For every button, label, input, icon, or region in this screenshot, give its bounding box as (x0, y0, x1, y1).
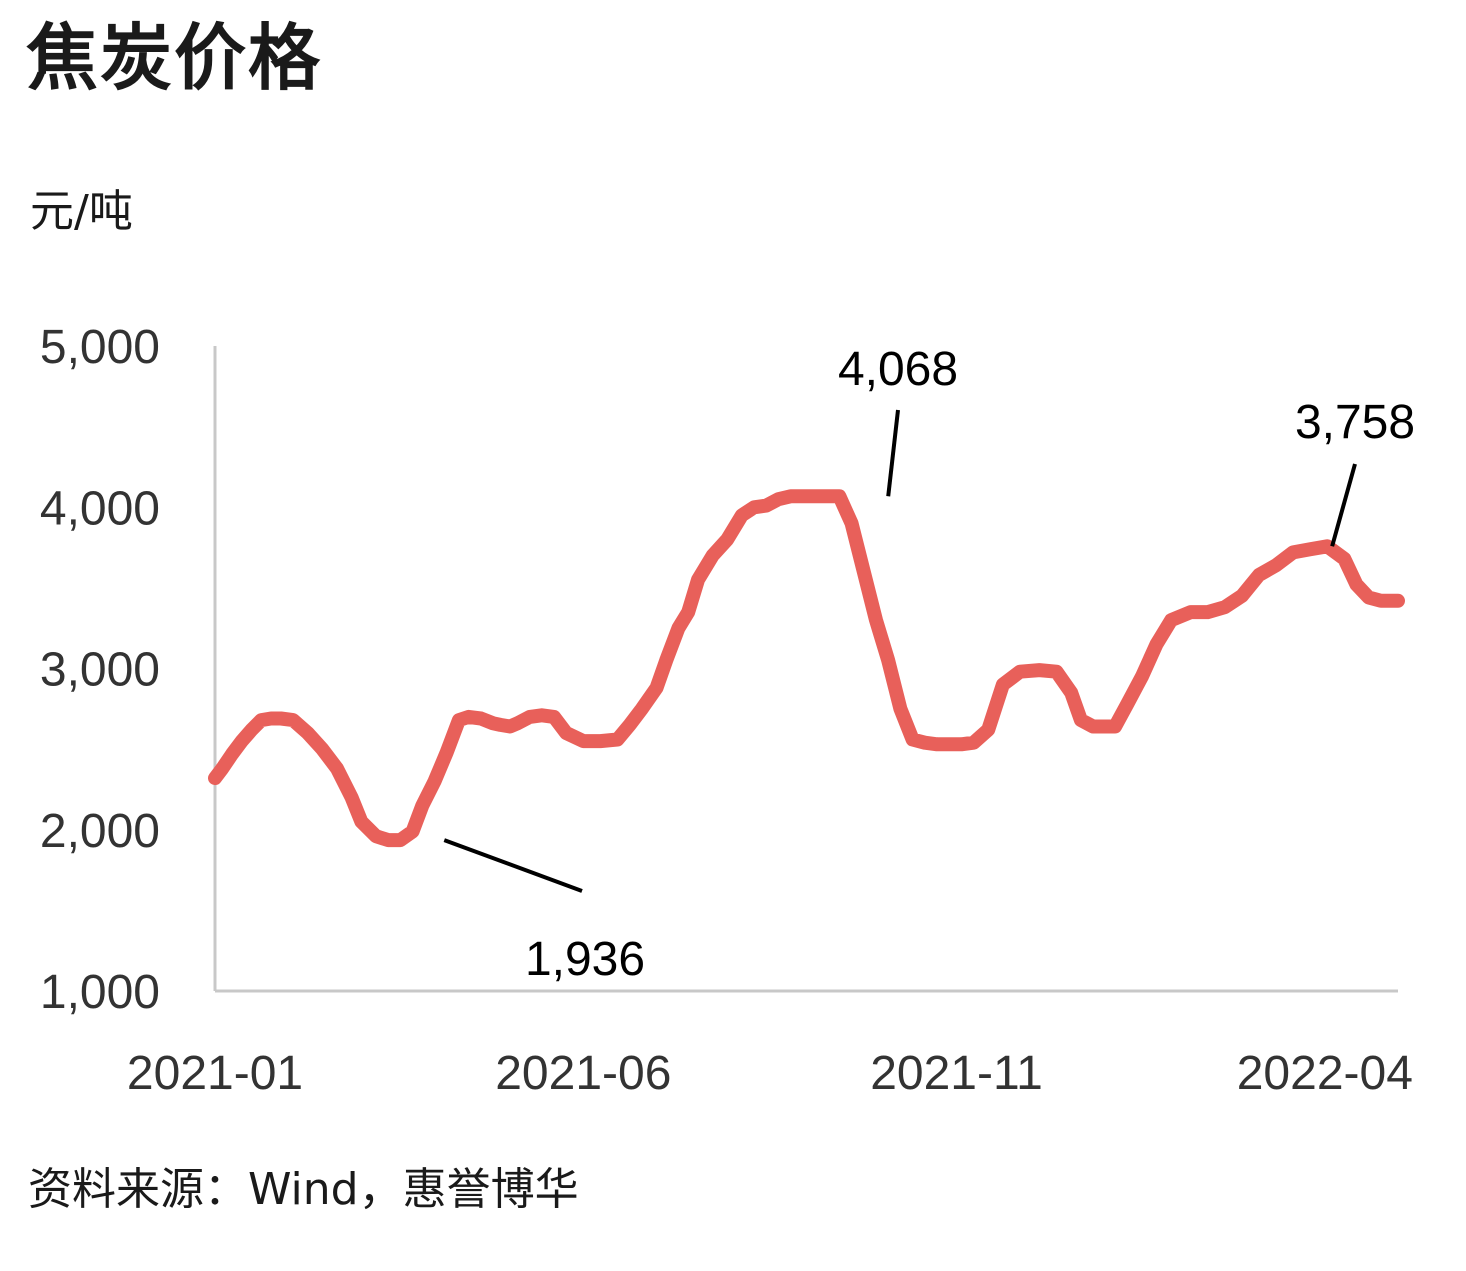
x-tick-label: 2021-11 (870, 1047, 1043, 1100)
y-axis-unit-label: 元/吨 (30, 186, 133, 237)
chart-axes (213, 346, 1398, 993)
x-tick-label: 2022-04 (1237, 1047, 1413, 1100)
annotations: 1,936 4,068 3,758 (443, 343, 1415, 986)
annotation-leader-line (886, 409, 900, 497)
series-line-coke-price (208, 489, 1405, 848)
x-tick-labels: 2021-01 2021-06 2021-11 2022-04 (127, 1047, 1413, 1100)
y-tick-labels: 1,000 2,000 3,000 4,000 5,000 (40, 321, 160, 1019)
y-tick-label: 3,000 (40, 644, 160, 697)
source-note: 资料来源：Wind，惠誉博华 (28, 1164, 579, 1215)
x-tick-label: 2021-01 (127, 1047, 303, 1100)
x-tick-label: 2021-06 (495, 1047, 671, 1100)
annotation-leader-line (1330, 463, 1357, 547)
annotation-label: 4,068 (838, 343, 958, 396)
annotation-label: 1,936 (525, 933, 645, 986)
y-tick-label: 5,000 (40, 321, 160, 374)
y-tick-label: 1,000 (40, 966, 160, 1019)
chart-title: 焦炭价格 (26, 15, 323, 100)
annotation-label: 3,758 (1295, 396, 1415, 449)
y-tick-label: 4,000 (40, 482, 160, 535)
annotation-leader-line (443, 838, 583, 893)
y-tick-label: 2,000 (40, 805, 160, 858)
